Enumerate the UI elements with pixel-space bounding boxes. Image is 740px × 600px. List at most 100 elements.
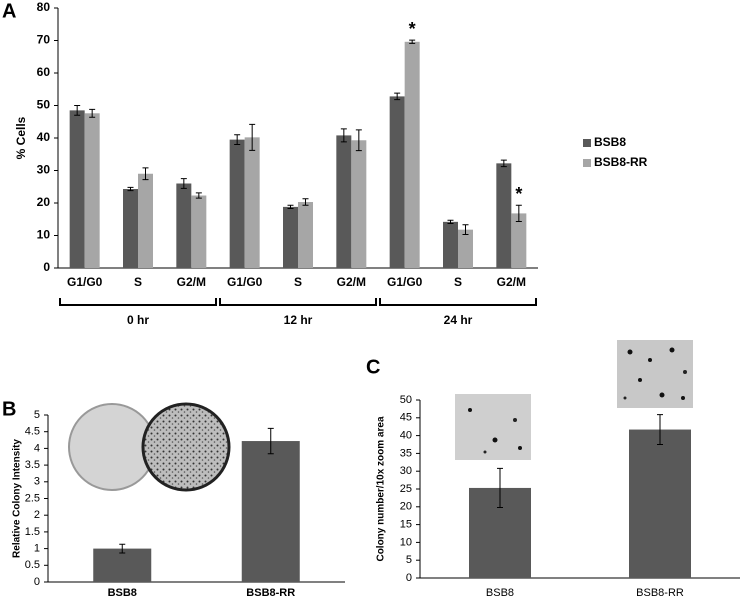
y-tick-label: 10 bbox=[37, 228, 51, 242]
y-tick-label: 5 bbox=[34, 409, 40, 421]
error-bar bbox=[267, 427, 274, 455]
y-tick-label: 70 bbox=[37, 33, 51, 47]
y-tick-label: 1.5 bbox=[25, 526, 40, 538]
y-tick-label: 0.5 bbox=[25, 559, 40, 571]
bar bbox=[229, 139, 245, 268]
y-tick-label: 20 bbox=[400, 501, 412, 513]
group-label: 0 hr bbox=[127, 313, 149, 327]
group-bracket bbox=[219, 298, 377, 306]
y-tick-label: 1 bbox=[34, 543, 40, 555]
y-tick-label: 30 bbox=[400, 465, 412, 477]
error-bar bbox=[89, 108, 96, 118]
x-tick-label: G1/G0 bbox=[67, 275, 103, 289]
y-tick-label: 0 bbox=[43, 260, 50, 274]
y-tick-label: 4.5 bbox=[25, 426, 40, 438]
x-tick-label: G1/G0 bbox=[387, 275, 423, 289]
error-bar bbox=[119, 543, 126, 554]
x-tick-label: G1/G0 bbox=[227, 275, 263, 289]
x-tick-label: G2/M bbox=[497, 275, 526, 289]
bar bbox=[244, 137, 260, 268]
group-bracket bbox=[59, 298, 217, 306]
x-tick-label: BSB8-RR bbox=[636, 587, 684, 599]
error-bar bbox=[127, 186, 134, 192]
error-bar bbox=[394, 92, 401, 101]
y-tick-label: 0 bbox=[406, 572, 412, 584]
error-bar bbox=[287, 204, 294, 210]
y-tick-label: 20 bbox=[37, 195, 51, 209]
panel-label: C bbox=[366, 356, 380, 378]
error-bar bbox=[340, 128, 347, 143]
y-tick-label: 50 bbox=[37, 98, 51, 112]
legend-swatch bbox=[583, 139, 591, 147]
y-tick-label: 60 bbox=[37, 65, 51, 79]
bar bbox=[458, 229, 473, 268]
y-tick-label: 4 bbox=[34, 442, 40, 454]
y-tick-label: 35 bbox=[400, 447, 412, 459]
y-tick-label: 30 bbox=[37, 163, 51, 177]
y-tick-label: 50 bbox=[400, 394, 412, 406]
bar bbox=[298, 202, 313, 268]
x-tick-label: S bbox=[134, 275, 142, 289]
bar bbox=[351, 140, 367, 268]
bar bbox=[84, 113, 100, 268]
error-bar bbox=[515, 204, 522, 223]
y-tick-label: 10 bbox=[400, 536, 412, 548]
legend-label: BSB8-RR bbox=[594, 155, 648, 169]
panel-label: A bbox=[2, 0, 16, 22]
error-bar bbox=[180, 178, 187, 189]
error-bar bbox=[657, 414, 663, 445]
error-bar bbox=[462, 224, 469, 236]
colony-photo bbox=[455, 394, 531, 460]
y-tick-label: 45 bbox=[400, 412, 412, 424]
bar bbox=[176, 183, 192, 268]
bar bbox=[191, 195, 207, 268]
error-bar bbox=[447, 219, 454, 224]
x-tick-label: S bbox=[454, 275, 462, 289]
bar bbox=[69, 110, 85, 268]
x-tick-label: BSB8-RR bbox=[246, 587, 295, 599]
bar bbox=[336, 135, 352, 268]
annotation: * bbox=[409, 19, 416, 39]
bar bbox=[241, 441, 300, 582]
bar bbox=[511, 213, 527, 268]
error-bar bbox=[409, 39, 416, 44]
y-axis-label: Relative Colony Intensity bbox=[12, 439, 23, 558]
error-bar bbox=[74, 105, 81, 116]
error-bar bbox=[142, 167, 149, 181]
y-tick-label: 3.5 bbox=[25, 459, 40, 471]
error-bar bbox=[195, 192, 202, 199]
y-tick-label: 2 bbox=[34, 509, 40, 521]
error-bar bbox=[249, 123, 256, 151]
y-tick-label: 40 bbox=[400, 430, 412, 442]
bar bbox=[389, 96, 405, 269]
error-bar bbox=[355, 129, 362, 152]
group-label: 12 hr bbox=[284, 313, 313, 327]
panel-label: B bbox=[2, 398, 16, 420]
bar bbox=[404, 41, 420, 268]
y-tick-label: 0 bbox=[34, 576, 40, 588]
dish-image bbox=[141, 402, 231, 492]
x-tick-label: G2/M bbox=[177, 275, 206, 289]
x-tick-label: G2/M bbox=[337, 275, 366, 289]
y-axis-label: Colony number/10x zoom area bbox=[376, 416, 387, 561]
y-tick-label: 15 bbox=[400, 519, 412, 531]
y-tick-label: 5 bbox=[406, 554, 412, 566]
legend-label: BSB8 bbox=[594, 135, 626, 149]
y-axis-label: % Cells bbox=[14, 116, 28, 159]
y-tick-label: 25 bbox=[400, 483, 412, 495]
bar bbox=[123, 189, 138, 268]
x-tick-label: BSB8 bbox=[108, 587, 137, 599]
bar bbox=[93, 548, 152, 582]
bar bbox=[496, 163, 512, 268]
bar bbox=[629, 429, 691, 578]
x-tick-label: S bbox=[294, 275, 302, 289]
error-bar bbox=[302, 198, 309, 206]
y-tick-label: 80 bbox=[37, 0, 51, 14]
group-label: 24 hr bbox=[444, 313, 473, 327]
error-bar bbox=[497, 467, 503, 509]
annotation: * bbox=[515, 184, 522, 204]
colony-photo bbox=[617, 340, 693, 408]
bar bbox=[283, 206, 298, 268]
error-bar bbox=[234, 134, 241, 145]
